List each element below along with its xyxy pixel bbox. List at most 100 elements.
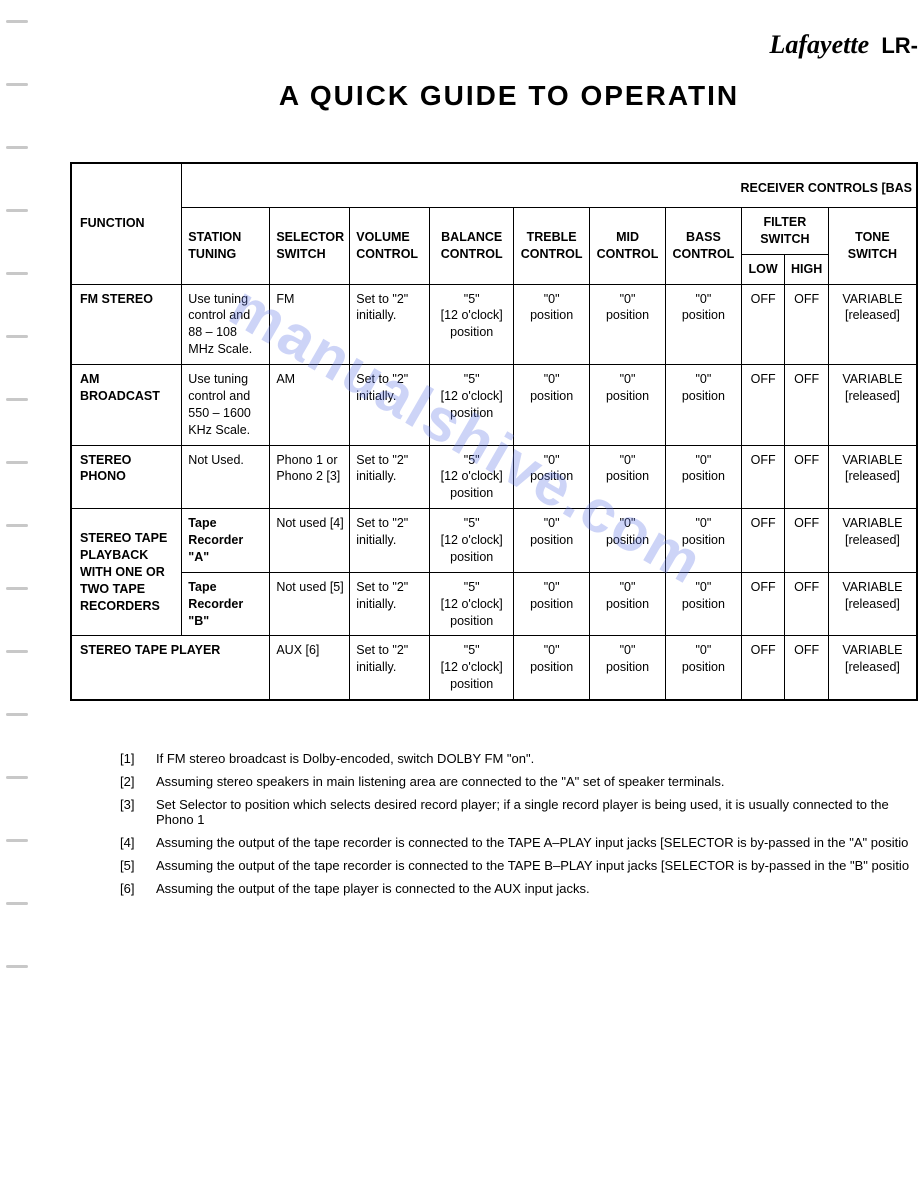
hdr-filter-low: LOW: [741, 254, 785, 284]
cell-tone: VARIABLE[released]: [828, 572, 917, 636]
cell-mid: "0"position: [590, 284, 666, 365]
cell-function: FM STEREO: [71, 284, 182, 365]
cell-treble: "0"position: [514, 509, 590, 573]
footnote: [5]Assuming the output of the tape recor…: [120, 858, 918, 873]
cell-balance: "5"[12 o'clock] position: [430, 509, 514, 573]
hdr-bass: BASS CONTROL: [665, 207, 741, 284]
cell-bass: "0"position: [665, 509, 741, 573]
footnote: [3]Set Selector to position which select…: [120, 797, 918, 827]
cell-volume: Set to "2" initially.: [350, 572, 430, 636]
cell-treble: "0"position: [514, 572, 590, 636]
footnote-num: [4]: [120, 835, 156, 850]
cell-tone: VARIABLE[released]: [828, 365, 917, 446]
hdr-function: FUNCTION: [71, 163, 182, 284]
cell-low: OFF: [741, 445, 785, 509]
footnote-text: Set Selector to position which selects d…: [156, 797, 918, 827]
cell-selector: Phono 1 or Phono 2 [3]: [270, 445, 350, 509]
footnote: [6]Assuming the output of the tape playe…: [120, 881, 918, 896]
cell-tone: VARIABLE[released]: [828, 445, 917, 509]
hdr-treble: TREBLE CONTROL: [514, 207, 590, 284]
footnote: [2]Assuming stereo speakers in main list…: [120, 774, 918, 789]
table-row: FUNCTION RECEIVER CONTROLS [BAS: [71, 163, 917, 207]
cell-tone: VARIABLE[released]: [828, 509, 917, 573]
cell-high: OFF: [785, 284, 829, 365]
binder-marks: [6, 20, 28, 1028]
footnote: [1]If FM stereo broadcast is Dolby-encod…: [120, 751, 918, 766]
brand-line: Lafayette LR-: [60, 30, 918, 60]
cell-function: STEREO PHONO: [71, 445, 182, 509]
cell-selector: Not used [5]: [270, 572, 350, 636]
hdr-selector: SELECTOR SWITCH: [270, 207, 350, 284]
hdr-volume: VOLUME CONTROL: [350, 207, 430, 284]
cell-function: STEREO TAPE PLAYER: [71, 636, 270, 700]
footnote-text: Assuming the output of the tape player i…: [156, 881, 590, 896]
table-row: AM BROADCAST Use tuning control and 550 …: [71, 365, 917, 446]
cell-high: OFF: [785, 636, 829, 700]
cell-high: OFF: [785, 572, 829, 636]
controls-table-wrap: FUNCTION RECEIVER CONTROLS [BAS STATION …: [70, 162, 918, 701]
cell-selector: AM: [270, 365, 350, 446]
cell-function: STEREO TAPE PLAYBACK WITH ONE OR TWO TAP…: [71, 509, 182, 636]
cell-high: OFF: [785, 445, 829, 509]
footnote-num: [1]: [120, 751, 156, 766]
footnote-num: [5]: [120, 858, 156, 873]
table-row: STATION TUNING SELECTOR SWITCH VOLUME CO…: [71, 207, 917, 254]
cell-treble: "0"position: [514, 636, 590, 700]
cell-mid: "0"position: [590, 636, 666, 700]
cell-low: OFF: [741, 284, 785, 365]
cell-mid: "0"position: [590, 445, 666, 509]
footnote-num: [6]: [120, 881, 156, 896]
model-prefix: LR-: [881, 33, 918, 58]
cell-treble: "0"position: [514, 445, 590, 509]
cell-treble: "0"position: [514, 365, 590, 446]
cell-treble: "0"position: [514, 284, 590, 365]
cell-bass: "0"position: [665, 284, 741, 365]
cell-balance: "5"[12 o'clock] position: [430, 365, 514, 446]
cell-tone: VARIABLE[released]: [828, 636, 917, 700]
hdr-filter: FILTER SWITCH: [741, 207, 828, 254]
cell-low: OFF: [741, 636, 785, 700]
footnote-num: [3]: [120, 797, 156, 827]
table-row: STEREO TAPE PLAYBACK WITH ONE OR TWO TAP…: [71, 509, 917, 573]
table-row: Tape Recorder "B" Not used [5] Set to "2…: [71, 572, 917, 636]
cell-station: Tape Recorder "A": [182, 509, 270, 573]
cell-mid: "0"position: [590, 509, 666, 573]
table-row: FM STEREO Use tuning control and 88 – 10…: [71, 284, 917, 365]
cell-bass: "0"position: [665, 636, 741, 700]
cell-balance: "5"[12 o'clock] position: [430, 284, 514, 365]
cell-tone: VARIABLE[released]: [828, 284, 917, 365]
table-row: STEREO TAPE PLAYER AUX [6] Set to "2" in…: [71, 636, 917, 700]
cell-station: Use tuning control and 550 – 1600 KHz Sc…: [182, 365, 270, 446]
footnotes: [1]If FM stereo broadcast is Dolby-encod…: [120, 751, 918, 896]
cell-balance: "5"[12 o'clock] position: [430, 636, 514, 700]
cell-mid: "0"position: [590, 572, 666, 636]
cell-high: OFF: [785, 365, 829, 446]
hdr-station: STATION TUNING: [182, 207, 270, 284]
cell-volume: Set to "2" initially.: [350, 509, 430, 573]
cell-station: Not Used.: [182, 445, 270, 509]
footnote-text: Assuming stereo speakers in main listeni…: [156, 774, 725, 789]
cell-volume: Set to "2" initially.: [350, 284, 430, 365]
cell-bass: "0"position: [665, 365, 741, 446]
controls-table: FUNCTION RECEIVER CONTROLS [BAS STATION …: [70, 162, 918, 701]
cell-balance: "5"[12 o'clock] position: [430, 572, 514, 636]
cell-low: OFF: [741, 572, 785, 636]
table-row: STEREO PHONO Not Used. Phono 1 or Phono …: [71, 445, 917, 509]
cell-bass: "0"position: [665, 572, 741, 636]
cell-mid: "0"position: [590, 365, 666, 446]
footnote-num: [2]: [120, 774, 156, 789]
brand-name: Lafayette: [770, 30, 870, 59]
page-title: A QUICK GUIDE TO OPERATIN: [100, 80, 918, 112]
cell-function: AM BROADCAST: [71, 365, 182, 446]
cell-bass: "0"position: [665, 445, 741, 509]
cell-balance: "5"[12 o'clock] position: [430, 445, 514, 509]
cell-volume: Set to "2" initially.: [350, 445, 430, 509]
hdr-tone: TONE SWITCH: [828, 207, 917, 284]
hdr-mid: MID CONTROL: [590, 207, 666, 284]
cell-selector: FM: [270, 284, 350, 365]
cell-high: OFF: [785, 509, 829, 573]
footnote-text: Assuming the output of the tape recorder…: [156, 835, 908, 850]
cell-station: Use tuning control and 88 – 108 MHz Scal…: [182, 284, 270, 365]
cell-low: OFF: [741, 509, 785, 573]
hdr-balance: BALANCE CONTROL: [430, 207, 514, 284]
